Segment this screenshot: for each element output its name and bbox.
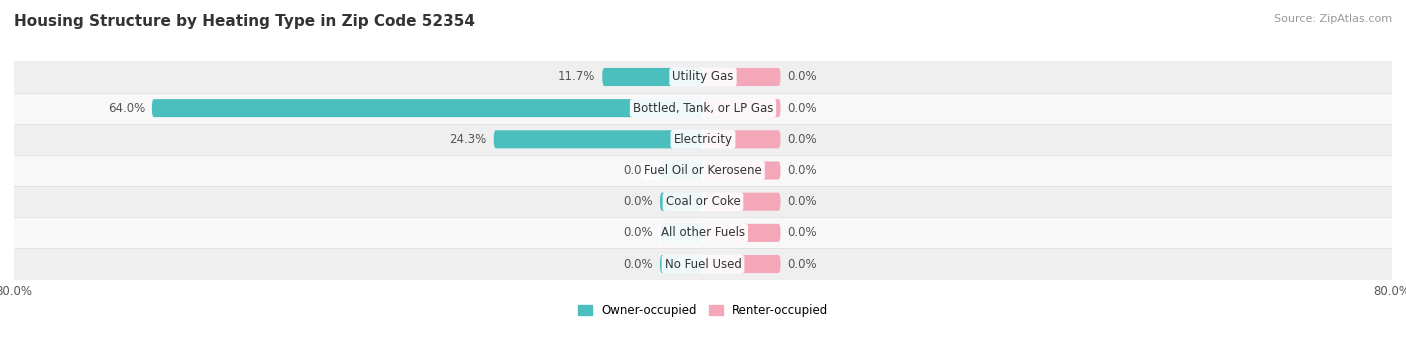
Text: All other Fuels: All other Fuels: [661, 226, 745, 239]
Text: 24.3%: 24.3%: [450, 133, 486, 146]
FancyBboxPatch shape: [703, 224, 780, 242]
FancyBboxPatch shape: [659, 224, 703, 242]
Text: Coal or Coke: Coal or Coke: [665, 195, 741, 208]
Text: Source: ZipAtlas.com: Source: ZipAtlas.com: [1274, 14, 1392, 24]
FancyBboxPatch shape: [659, 193, 703, 211]
FancyBboxPatch shape: [703, 99, 780, 117]
Text: Fuel Oil or Kerosene: Fuel Oil or Kerosene: [644, 164, 762, 177]
Text: No Fuel Used: No Fuel Used: [665, 257, 741, 270]
Text: 0.0%: 0.0%: [623, 257, 652, 270]
Text: 0.0%: 0.0%: [787, 195, 817, 208]
Text: 0.0%: 0.0%: [787, 226, 817, 239]
Text: Utility Gas: Utility Gas: [672, 71, 734, 84]
FancyBboxPatch shape: [602, 68, 703, 86]
Text: 64.0%: 64.0%: [108, 102, 145, 115]
Text: 0.0%: 0.0%: [787, 133, 817, 146]
Text: 0.0%: 0.0%: [623, 164, 652, 177]
Text: 0.0%: 0.0%: [787, 71, 817, 84]
Bar: [14, 92, 1392, 124]
Legend: Owner-occupied, Renter-occupied: Owner-occupied, Renter-occupied: [572, 299, 834, 322]
FancyBboxPatch shape: [703, 130, 780, 148]
FancyBboxPatch shape: [703, 255, 780, 273]
Text: Electricity: Electricity: [673, 133, 733, 146]
FancyBboxPatch shape: [152, 99, 703, 117]
Text: Bottled, Tank, or LP Gas: Bottled, Tank, or LP Gas: [633, 102, 773, 115]
FancyBboxPatch shape: [494, 130, 703, 148]
Text: 0.0%: 0.0%: [623, 195, 652, 208]
FancyBboxPatch shape: [703, 68, 780, 86]
FancyBboxPatch shape: [659, 161, 703, 180]
Text: 0.0%: 0.0%: [787, 102, 817, 115]
Bar: [14, 186, 1392, 217]
FancyBboxPatch shape: [703, 161, 780, 180]
FancyBboxPatch shape: [659, 255, 703, 273]
Bar: [14, 217, 1392, 249]
Bar: [14, 124, 1392, 155]
Bar: [14, 61, 1392, 92]
FancyBboxPatch shape: [703, 193, 780, 211]
Text: Housing Structure by Heating Type in Zip Code 52354: Housing Structure by Heating Type in Zip…: [14, 14, 475, 29]
Bar: [14, 155, 1392, 186]
Text: 11.7%: 11.7%: [558, 71, 595, 84]
Text: 0.0%: 0.0%: [787, 257, 817, 270]
Text: 0.0%: 0.0%: [623, 226, 652, 239]
Bar: [14, 249, 1392, 280]
Text: 0.0%: 0.0%: [787, 164, 817, 177]
